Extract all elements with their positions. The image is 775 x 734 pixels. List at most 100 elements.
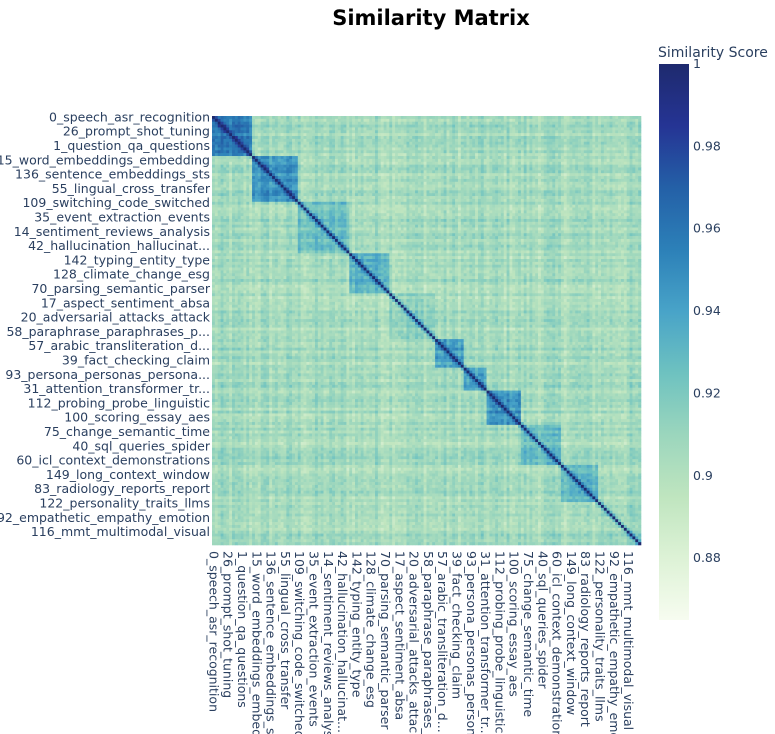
heatmap-cell[interactable] [323,144,327,148]
heatmap-cell[interactable] [269,116,273,120]
heatmap-cell[interactable] [277,121,281,125]
heatmap-cell[interactable] [543,118,547,123]
heatmap-cell[interactable] [334,207,339,211]
heatmap-cell[interactable] [263,136,267,140]
heatmap-cell[interactable] [509,170,513,174]
heatmap-cell[interactable] [620,181,625,185]
heatmap-cell[interactable] [237,116,241,120]
heatmap-cell[interactable] [437,176,442,180]
heatmap-cell[interactable] [240,136,244,140]
heatmap-cell[interactable] [512,164,516,168]
heatmap-cell[interactable] [317,141,321,145]
heatmap-cell[interactable] [480,187,484,191]
heatmap-cell[interactable] [495,147,499,151]
heatmap-cell[interactable] [320,176,324,180]
heatmap-cell[interactable] [340,147,344,151]
heatmap-cell[interactable] [369,153,373,157]
heatmap-cell[interactable] [343,141,347,145]
heatmap-cell[interactable] [449,121,453,125]
heatmap-cell[interactable] [346,196,350,200]
heatmap-cell[interactable] [277,161,281,165]
heatmap-cell[interactable] [543,161,547,165]
heatmap-cell[interactable] [437,127,442,131]
heatmap-cell[interactable] [543,136,547,140]
heatmap-cell[interactable] [455,184,459,188]
heatmap-cell[interactable] [389,118,393,123]
heatmap-cell[interactable] [563,127,567,131]
heatmap-cell[interactable] [492,196,496,200]
heatmap-cell[interactable] [492,193,496,197]
heatmap-cell[interactable] [426,170,430,174]
heatmap-cell[interactable] [572,138,576,143]
heatmap-cell[interactable] [452,127,456,131]
heatmap-cell[interactable] [555,164,559,168]
heatmap-cell[interactable] [223,198,227,203]
heatmap-cell[interactable] [538,167,542,171]
heatmap-cell[interactable] [563,176,567,180]
heatmap-cell[interactable] [415,170,419,174]
heatmap-cell[interactable] [472,133,476,137]
heatmap-cell[interactable] [283,170,287,174]
heatmap-cell[interactable] [580,136,585,140]
heatmap-cell[interactable] [626,190,630,194]
heatmap-cell[interactable] [280,127,284,131]
heatmap-cell[interactable] [395,178,399,183]
heatmap-cell[interactable] [254,164,259,168]
heatmap-cell[interactable] [480,181,484,185]
heatmap-cell[interactable] [297,176,301,180]
heatmap-cell[interactable] [294,156,299,160]
heatmap-cell[interactable] [503,190,507,194]
heatmap-cell[interactable] [583,144,587,148]
heatmap-cell[interactable] [286,147,290,151]
heatmap-cell[interactable] [495,133,499,137]
heatmap-cell[interactable] [329,118,333,123]
heatmap-cell[interactable] [469,193,473,197]
heatmap-cell[interactable] [252,198,256,203]
heatmap-cell[interactable] [460,133,464,137]
heatmap-cell[interactable] [423,121,427,125]
heatmap-cell[interactable] [412,141,416,145]
heatmap-cell[interactable] [566,133,570,137]
heatmap-cell[interactable] [300,207,304,211]
heatmap-cell[interactable] [552,173,556,177]
heatmap-cell[interactable] [349,153,353,157]
heatmap-cell[interactable] [518,121,522,125]
heatmap-cell[interactable] [346,144,350,148]
heatmap-cell[interactable] [292,164,296,168]
heatmap-cell[interactable] [237,127,241,131]
heatmap-cell[interactable] [286,204,290,208]
heatmap-cell[interactable] [520,153,525,157]
heatmap-cell[interactable] [495,121,499,125]
heatmap-cell[interactable] [266,173,270,177]
heatmap-cell[interactable] [549,184,553,188]
heatmap-cell[interactable] [609,204,613,208]
heatmap-cell[interactable] [552,141,556,145]
heatmap-cell[interactable] [632,173,636,177]
heatmap-cell[interactable] [400,136,404,140]
heatmap-cell[interactable] [509,178,513,183]
heatmap-cell[interactable] [552,147,556,151]
heatmap-cell[interactable] [240,124,244,128]
heatmap-cell[interactable] [286,156,290,160]
heatmap-cell[interactable] [355,147,359,151]
heatmap-cell[interactable] [595,118,599,123]
heatmap-cell[interactable] [449,124,453,128]
heatmap-cell[interactable] [509,204,513,208]
heatmap-cell[interactable] [489,187,493,191]
heatmap-cell[interactable] [249,187,253,191]
heatmap-cell[interactable] [369,144,373,148]
heatmap-cell[interactable] [352,130,356,134]
heatmap-cell[interactable] [357,144,362,148]
heatmap-cell[interactable] [323,201,327,205]
heatmap-cell[interactable] [626,193,630,197]
heatmap-cell[interactable] [500,121,505,125]
heatmap-cell[interactable] [400,204,404,208]
heatmap-cell[interactable] [214,144,219,148]
heatmap-cell[interactable] [560,207,565,211]
heatmap-cell[interactable] [452,187,456,191]
heatmap-cell[interactable] [603,173,607,177]
heatmap-cell[interactable] [292,156,296,160]
heatmap-cell[interactable] [552,127,556,131]
heatmap-cell[interactable] [355,156,359,160]
heatmap-cell[interactable] [440,167,444,171]
